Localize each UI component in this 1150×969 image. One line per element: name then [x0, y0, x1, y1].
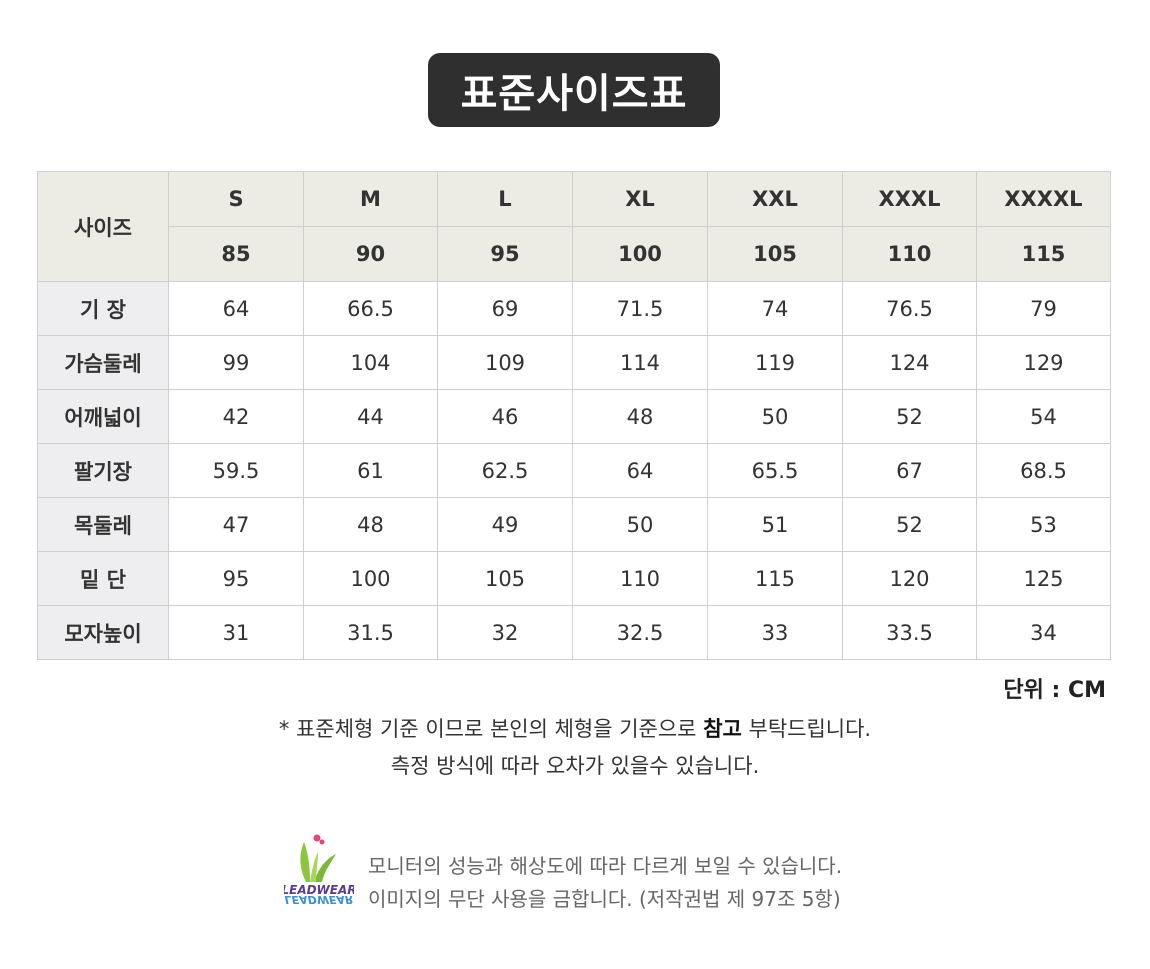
footer-disclaimer-2: 이미지의 무단 사용을 금합니다. (저작권법 제 97조 5항) [368, 887, 841, 911]
table-cell: 110 [572, 551, 708, 606]
table-cell: 44 [303, 389, 438, 444]
row-label: 팔기장 [37, 443, 169, 498]
table-cell: 114 [572, 335, 708, 390]
table-cell: 33.5 [842, 605, 977, 660]
table-cell: 65.5 [707, 443, 843, 498]
row-label: 모자높이 [37, 605, 169, 660]
note-emphasis: 참고 [703, 717, 742, 741]
size-header: S [168, 171, 304, 227]
unit-label: 단위 : CM [1003, 678, 1106, 703]
table-cell: 71.5 [572, 281, 708, 336]
table-cell: 46 [437, 389, 573, 444]
table-cell: 52 [842, 497, 977, 552]
row-label: 가슴둘레 [37, 335, 169, 390]
table-cell: 67 [842, 443, 977, 498]
table-cell: 61 [303, 443, 438, 498]
table-row: 팔기장 59.5 61 62.5 64 65.5 67 68.5 [37, 443, 1111, 498]
table-cell: 32 [437, 605, 573, 660]
table-cell: 33 [707, 605, 843, 660]
note-line-1: * 표준체형 기준 이므로 본인의 체형을 기준으로 참고 부탁드립니다. [0, 713, 1150, 743]
row-label: 목둘레 [37, 497, 169, 552]
table-row: 어깨넓이 42 44 46 48 50 52 54 [37, 389, 1111, 444]
row-label: 어깨넓이 [37, 389, 169, 444]
footer-disclaimer-1: 모니터의 성능과 해상도에 따라 다르게 보일 수 있습니다. [368, 854, 843, 878]
size-number: 95 [437, 226, 573, 282]
note-text: * 표준체형 기준 이므로 본인의 체형을 기준으로 [278, 717, 704, 741]
table-cell: 59.5 [168, 443, 304, 498]
table-cell: 48 [572, 389, 708, 444]
size-chart-table: 사이즈 S M L XL XXL XXXL XXXXL 85 90 95 100… [37, 171, 1111, 660]
table-row: 목둘레 47 48 49 50 51 52 53 [37, 497, 1111, 552]
table-cell: 52 [842, 389, 977, 444]
table-cell: 31 [168, 605, 304, 660]
table-cell: 105 [437, 551, 573, 606]
size-number: 85 [168, 226, 304, 282]
table-cell: 66.5 [303, 281, 438, 336]
size-header: M [303, 171, 438, 227]
table-cell: 42 [168, 389, 304, 444]
size-number: 100 [572, 226, 708, 282]
svg-text:LEADWEAR: LEADWEAR [285, 893, 354, 906]
table-cell: 34 [976, 605, 1111, 660]
row-label: 밑 단 [37, 551, 169, 606]
size-number: 90 [303, 226, 438, 282]
table-cell: 76.5 [842, 281, 977, 336]
size-header: XXXL [842, 171, 977, 227]
table-cell: 109 [437, 335, 573, 390]
table-cell: 95 [168, 551, 304, 606]
table-cell: 54 [976, 389, 1111, 444]
table-cell: 64 [168, 281, 304, 336]
table-cell: 100 [303, 551, 438, 606]
table-row: 기 장 64 66.5 69 71.5 74 76.5 79 [37, 281, 1111, 336]
table-cell: 125 [976, 551, 1111, 606]
table-cell: 50 [707, 389, 843, 444]
size-header: XXL [707, 171, 843, 227]
size-number: 115 [976, 226, 1111, 282]
size-header: XL [572, 171, 708, 227]
table-cell: 79 [976, 281, 1111, 336]
table-cell: 48 [303, 497, 438, 552]
table-cell: 99 [168, 335, 304, 390]
table-cell: 115 [707, 551, 843, 606]
row-label: 기 장 [37, 281, 169, 336]
page-title: 표준사이즈표 [428, 53, 720, 127]
table-cell: 49 [437, 497, 573, 552]
table-cell: 31.5 [303, 605, 438, 660]
table-row: 모자높이 31 31.5 32 32.5 33 33.5 34 [37, 605, 1111, 660]
table-cell: 104 [303, 335, 438, 390]
table-row: 가슴둘레 99 104 109 114 119 124 129 [37, 335, 1111, 390]
table-cell: 50 [572, 497, 708, 552]
svg-text:LEADWEAR: LEADWEAR [284, 883, 354, 897]
table-cell: 47 [168, 497, 304, 552]
table-cell: 120 [842, 551, 977, 606]
table-cell: 62.5 [437, 443, 573, 498]
table-cell: 51 [707, 497, 843, 552]
table-cell: 74 [707, 281, 843, 336]
table-cell: 69 [437, 281, 573, 336]
table-cell: 53 [976, 497, 1111, 552]
size-header: XXXXL [976, 171, 1111, 227]
corner-label: 사이즈 [37, 171, 169, 282]
table-row: 밑 단 95 100 105 110 115 120 125 [37, 551, 1111, 606]
table-cell: 32.5 [572, 605, 708, 660]
leadwear-logo-icon: LEADWEAR LEADWEAR [284, 834, 354, 906]
note-text: 부탁드립니다. [741, 717, 872, 741]
note-line-2: 측정 방식에 따라 오차가 있을수 있습니다. [390, 754, 760, 778]
table-cell: 64 [572, 443, 708, 498]
size-number: 105 [707, 226, 843, 282]
table-cell: 68.5 [976, 443, 1111, 498]
size-header: L [437, 171, 573, 227]
size-number: 110 [842, 226, 977, 282]
table-cell: 129 [976, 335, 1111, 390]
table-cell: 119 [707, 335, 843, 390]
table-cell: 124 [842, 335, 977, 390]
